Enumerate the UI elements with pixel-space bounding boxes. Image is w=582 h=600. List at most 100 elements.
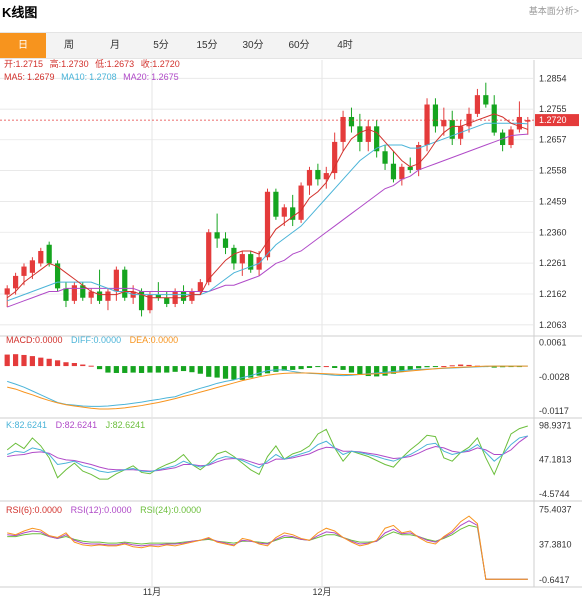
candle-body <box>248 254 254 270</box>
candle-body <box>432 104 439 127</box>
candle-body <box>273 191 279 217</box>
macd-bar <box>340 366 346 370</box>
ma10-line <box>7 122 528 302</box>
candle-body <box>105 291 111 301</box>
tab-month[interactable]: 月 <box>110 40 120 51</box>
chart-grid <box>0 60 582 588</box>
macd-bar <box>63 362 69 367</box>
candle-body <box>508 129 514 146</box>
ma5-line <box>6 113 528 299</box>
macd-bar <box>96 366 103 370</box>
macd-dea-line <box>7 365 528 410</box>
macd-bar <box>298 366 304 370</box>
period-tabs: 日 周 月 5分 15分 30分 60分 4时 <box>0 32 582 59</box>
candle-body <box>281 207 287 217</box>
tab-4hour[interactable]: 4时 <box>337 40 353 51</box>
candle-body <box>231 247 237 264</box>
candle-body <box>63 288 69 301</box>
kdj-legend: K:82.6241 D:82.6241 J:82.6241 <box>6 420 145 430</box>
candle-body <box>71 285 77 301</box>
rsi-tick-label: 75.4037 <box>539 504 572 514</box>
candle-body <box>306 169 313 186</box>
macd-bar <box>458 364 464 367</box>
macd-bar <box>21 354 27 367</box>
price-tick-label: 1.2162 <box>539 289 567 299</box>
tab-week[interactable]: 周 <box>64 40 74 51</box>
candle-body <box>214 232 220 239</box>
macd-bar <box>399 366 405 372</box>
macd-tick-label: 0.0061 <box>539 338 567 348</box>
candle-body <box>441 120 447 127</box>
tab-60min[interactable]: 60分 <box>288 40 310 51</box>
candle-body <box>88 291 94 298</box>
candle-body <box>138 291 145 311</box>
macd-bar <box>80 364 86 367</box>
price-tick-label: 1.2657 <box>539 135 567 145</box>
rsi-legend: RSI(6):0.0000 RSI(12):0.0000 RSI(24):0.0… <box>6 505 201 515</box>
page-title: K线图 <box>2 5 38 20</box>
candle-body <box>122 269 128 298</box>
ohlc-legend: 开:1.2715 高:1.2730 低:1.2673 收:1.2720 <box>4 58 180 69</box>
candle-body <box>323 173 329 180</box>
candle-body <box>113 269 119 292</box>
candle-body <box>197 282 203 292</box>
rsi-tick-label: -0.6417 <box>539 575 570 585</box>
macd-bar <box>147 366 153 373</box>
macd-legend: MACD:0.0000 DIFF:0.0000 DEA:0.0000 <box>6 335 178 345</box>
macd-bar <box>264 366 271 374</box>
tab-30min[interactable]: 30分 <box>242 40 264 51</box>
macd-bar <box>206 366 212 377</box>
candle-body <box>416 145 422 170</box>
tab-5min[interactable]: 5分 <box>153 40 169 51</box>
candle-body <box>155 294 161 298</box>
macd-bar <box>382 366 388 376</box>
macd-bar <box>365 366 371 377</box>
macd-bar <box>88 365 94 367</box>
price-tick-label: 1.2459 <box>539 196 567 206</box>
candle-body <box>180 291 187 301</box>
candle-body <box>290 207 296 220</box>
rsi24-line <box>7 524 528 580</box>
macd-bar <box>46 358 52 367</box>
candle-body <box>80 285 86 298</box>
tab-day[interactable]: 日 <box>0 33 46 58</box>
candle-body <box>390 163 397 180</box>
macd-bar <box>138 366 145 373</box>
macd-bar <box>357 366 363 375</box>
fundamental-analysis-link[interactable]: 基本面分析> <box>528 6 579 16</box>
candle-body <box>147 294 153 311</box>
macd-bar <box>315 366 321 368</box>
kdj-tick-label: -4.5744 <box>539 489 570 499</box>
candle-body <box>264 191 271 258</box>
rsi12-line <box>7 520 528 580</box>
macd-bar <box>214 366 220 378</box>
candle-body <box>348 116 355 127</box>
macd-bar <box>323 366 329 368</box>
macd-bar <box>491 366 497 368</box>
macd-bar <box>197 366 203 374</box>
macd-bar <box>180 366 187 372</box>
kdj-j-line <box>6 425 528 480</box>
macd-bar <box>189 366 195 373</box>
macd-bar <box>449 365 455 367</box>
candle-body <box>29 260 35 273</box>
macd-bar <box>424 366 430 368</box>
candle-body <box>357 126 363 142</box>
candle-body <box>189 291 195 301</box>
candle-body <box>491 104 497 133</box>
macd-bar <box>29 356 35 367</box>
macd-bar <box>500 366 506 368</box>
candle-body <box>96 291 103 301</box>
candle-body <box>525 120 531 122</box>
macd-bar <box>231 366 237 380</box>
macd-bar <box>155 366 161 373</box>
candle-body <box>407 166 413 170</box>
tab-15min[interactable]: 15分 <box>196 40 218 51</box>
price-tick-label: 1.2360 <box>539 227 567 237</box>
macd-tick-label: -0.0117 <box>539 406 569 416</box>
candle-body <box>374 126 380 152</box>
macd-bar <box>390 366 397 374</box>
macd-bar <box>12 354 19 367</box>
macd-bar <box>374 366 380 377</box>
